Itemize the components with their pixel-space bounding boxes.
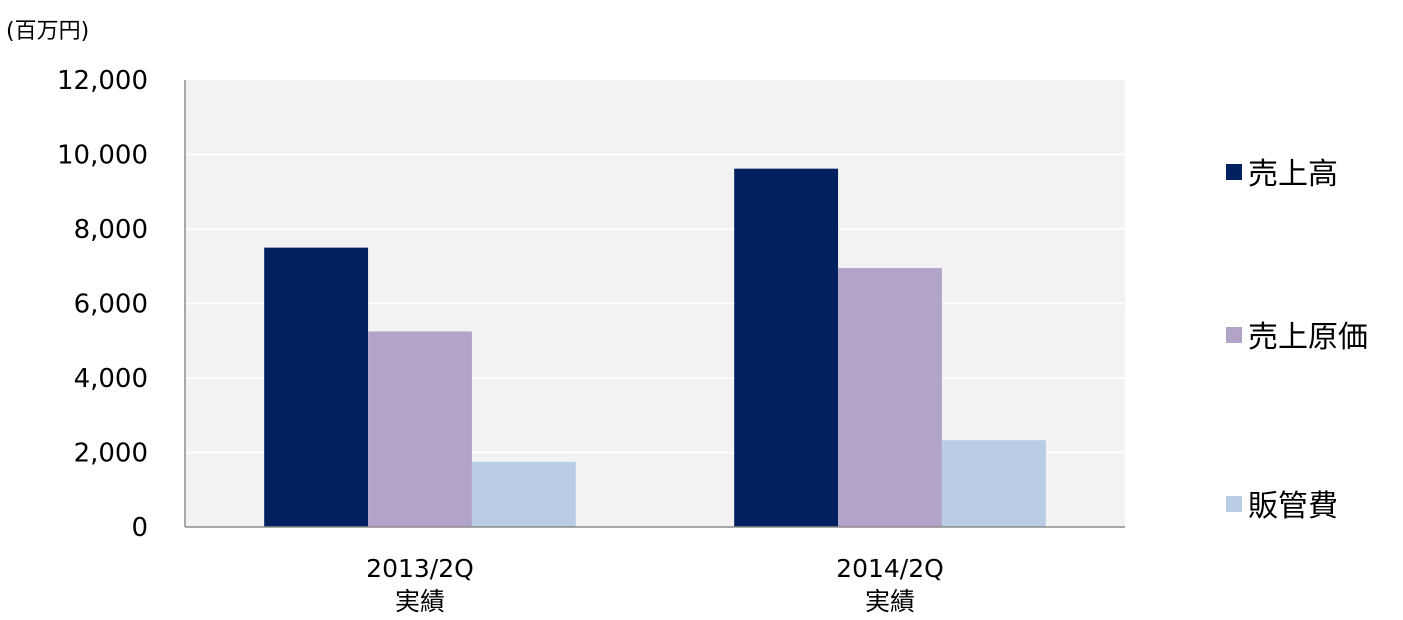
- legend-swatch: [1226, 496, 1242, 512]
- bar-sga: [472, 462, 576, 527]
- y-tick-label: 8,000: [74, 215, 148, 245]
- x-tick-sublabel: 実績: [865, 587, 915, 616]
- y-tick-label: 12,000: [57, 66, 148, 96]
- bar-sales: [264, 248, 368, 527]
- legend-label: 売上原価: [1248, 320, 1368, 355]
- x-tick-label: 2013/2Q: [366, 554, 474, 583]
- bar-cost: [838, 268, 942, 527]
- y-tick-label: 6,000: [74, 290, 148, 320]
- y-tick-label: 0: [131, 513, 148, 543]
- bar-sales: [734, 169, 838, 527]
- bar-sga: [942, 440, 1046, 527]
- x-tick-label: 2014/2Q: [836, 554, 944, 583]
- legend-swatch: [1226, 164, 1242, 180]
- y-tick-label: 4,000: [74, 364, 148, 394]
- bar-cost: [368, 331, 472, 527]
- unit-label: (百万円): [6, 19, 89, 44]
- legend-label: 売上高: [1248, 157, 1338, 192]
- x-tick-sublabel: 実績: [395, 587, 445, 616]
- y-tick-labels: 0 2,000 4,000 6,000 8,000 10,000 12,000: [57, 66, 148, 543]
- y-tick-label: 2,000: [74, 439, 148, 469]
- legend-swatch: [1226, 327, 1242, 343]
- legend-label: 販管費: [1248, 489, 1338, 524]
- x-tick-labels: 2013/2Q 実績 2014/2Q 実績: [366, 554, 944, 616]
- y-tick-label: 10,000: [57, 141, 148, 171]
